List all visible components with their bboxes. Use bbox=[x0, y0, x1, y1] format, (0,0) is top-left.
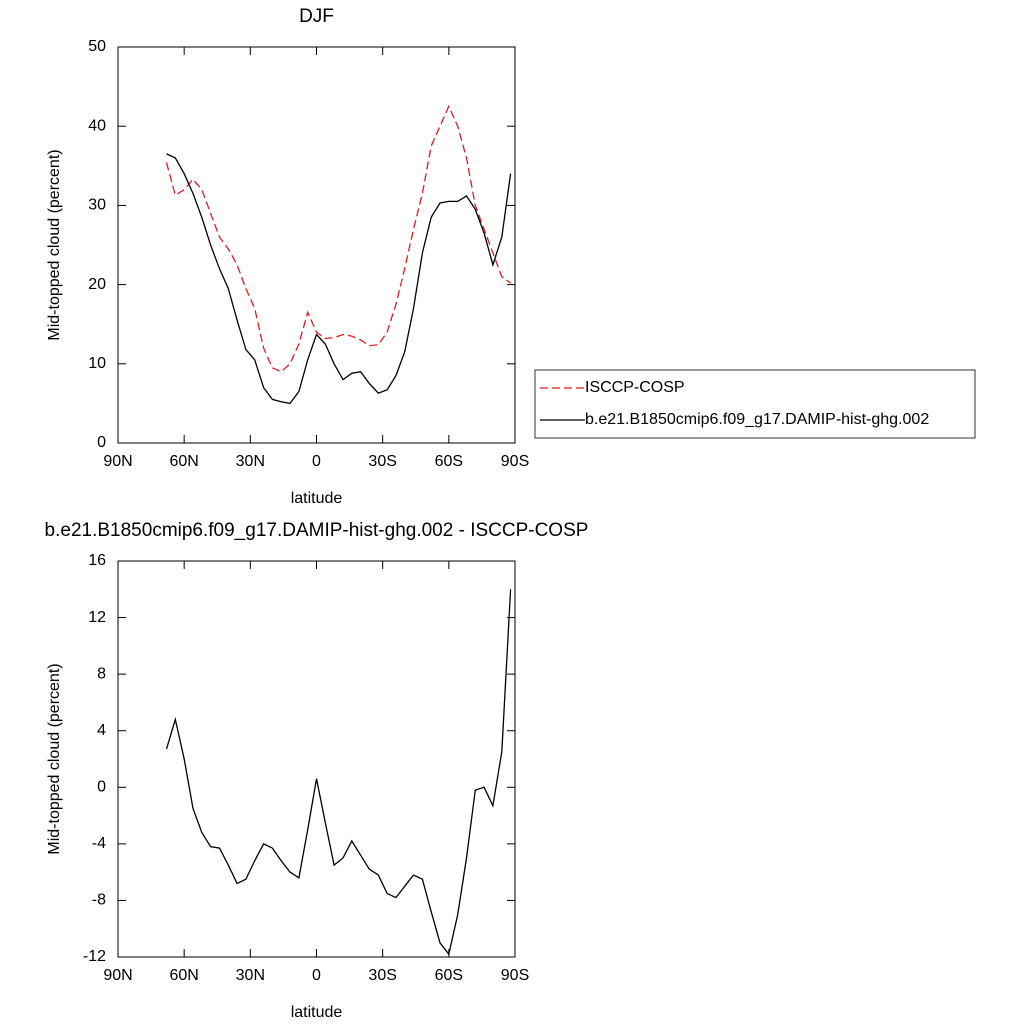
y-tick-label: 50 bbox=[88, 38, 106, 55]
data-line bbox=[166, 153, 512, 405]
y-tick-label: 0 bbox=[97, 434, 106, 451]
plot-frame bbox=[117, 560, 516, 958]
x-tick-label: 60S bbox=[435, 967, 463, 984]
x-tick-label: 30S bbox=[368, 967, 396, 984]
y-tick-label: 8 bbox=[97, 665, 106, 682]
data-line bbox=[165, 104, 511, 373]
legend-label: ISCCP-COSP bbox=[585, 379, 685, 396]
x-axis-label: latitude bbox=[291, 490, 343, 507]
x-tick-label: 60S bbox=[435, 453, 463, 470]
x-tick-label: 30N bbox=[236, 453, 265, 470]
x-tick-label: 90N bbox=[103, 967, 132, 984]
plot-frame bbox=[117, 46, 516, 444]
data-line bbox=[165, 589, 512, 956]
x-tick-label: 0 bbox=[312, 967, 321, 984]
x-tick-label: 60N bbox=[169, 453, 198, 470]
x-tick-label: 60N bbox=[169, 967, 198, 984]
legend-label: b.e21.B1850cmip6.f09_g17.DAMIP-hist-ghg.… bbox=[585, 411, 929, 428]
legend-box bbox=[534, 369, 976, 439]
y-axis-label: Mid-topped cloud (percent) bbox=[46, 663, 63, 854]
y-tick-label: 20 bbox=[88, 276, 106, 293]
y-tick-label: 30 bbox=[88, 197, 106, 214]
x-axis-label: latitude bbox=[291, 1004, 343, 1021]
x-tick-label: 90S bbox=[501, 453, 529, 470]
x-tick-label: 90S bbox=[501, 967, 529, 984]
chart-title: b.e21.B1850cmip6.f09_g17.DAMIP-hist-ghg.… bbox=[45, 520, 589, 541]
x-tick-label: 0 bbox=[312, 453, 321, 470]
y-tick-label: 10 bbox=[88, 355, 106, 372]
y-tick-label: 16 bbox=[88, 552, 106, 569]
y-tick-label: 0 bbox=[97, 779, 106, 796]
y-tick-label: 12 bbox=[88, 609, 106, 626]
x-tick-label: 90N bbox=[103, 453, 132, 470]
x-tick-label: 30N bbox=[236, 967, 265, 984]
y-tick-label: -4 bbox=[92, 835, 106, 852]
y-tick-label: -8 bbox=[92, 892, 106, 909]
x-tick-label: 30S bbox=[368, 453, 396, 470]
y-tick-label: 4 bbox=[97, 722, 106, 739]
chart-title: DJF bbox=[299, 6, 334, 27]
y-tick-label: -12 bbox=[83, 948, 106, 965]
y-axis-label: Mid-topped cloud (percent) bbox=[46, 149, 63, 340]
y-tick-label: 40 bbox=[88, 117, 106, 134]
